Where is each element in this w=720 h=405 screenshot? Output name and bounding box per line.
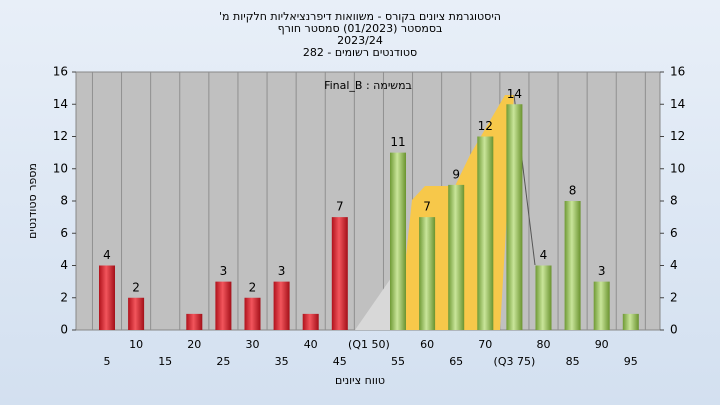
data-label: 2	[132, 280, 140, 294]
bar	[390, 152, 406, 330]
data-label: 2	[249, 280, 257, 294]
y-tick-label: 10	[53, 161, 68, 175]
data-label: 4	[103, 248, 111, 262]
y2-tick-label: 10	[670, 161, 685, 175]
x-tick-label: (Q1 50)	[348, 338, 390, 351]
annotation: Final_B : במשימה	[324, 79, 412, 92]
y2-tick-label: 2	[670, 290, 678, 304]
data-label: 4	[540, 248, 548, 262]
bar	[564, 201, 581, 330]
y-axis-label: מספר סטודנטים	[26, 163, 39, 239]
y2-tick-label: 16	[670, 65, 685, 79]
bar	[128, 297, 145, 330]
y-tick-label: 16	[53, 65, 68, 79]
x-tick-label: 80	[537, 338, 551, 351]
bar	[448, 184, 465, 330]
y-tick-label: 14	[53, 97, 68, 111]
x-tick-label: 60	[420, 338, 434, 351]
distribution-tail	[355, 268, 398, 330]
data-label: 8	[569, 184, 577, 198]
x-tick-label: 15	[158, 355, 172, 368]
bar	[419, 217, 436, 330]
x-tick-label: 10	[129, 338, 143, 351]
x-tick-label: 65	[449, 355, 463, 368]
bar	[273, 281, 290, 330]
plot-area	[75, 71, 661, 331]
data-label: 7	[423, 200, 431, 214]
x-tick-label: 95	[624, 355, 638, 368]
x-tick-label: 35	[275, 355, 289, 368]
y2-tick-label: 14	[670, 97, 685, 111]
chart-title: היסטוגרמת ציונים בקורס - משוואות דיפרנצי…	[219, 10, 501, 23]
x-tick-label: 5	[104, 355, 111, 368]
data-label: 9	[452, 167, 460, 181]
bar	[477, 136, 494, 330]
y-tick-label: 4	[60, 258, 68, 272]
bar	[99, 265, 115, 330]
bar	[331, 217, 348, 330]
x-tick-label: 70	[478, 338, 492, 351]
x-tick-label: 30	[246, 338, 260, 351]
data-label: 14	[507, 87, 522, 101]
y2-tick-label: 0	[670, 323, 678, 337]
x-tick-label: (Q3 75)	[494, 355, 536, 368]
subtitle: סטודנטים רשומים - 282	[303, 46, 417, 59]
bar	[622, 313, 639, 330]
x-tick-label: 25	[216, 355, 230, 368]
data-label: 11	[390, 135, 405, 149]
x-tick-label: 90	[595, 338, 609, 351]
subtitle: בסמסטר (01/2023) סמסטר חורף	[278, 22, 443, 35]
bar	[593, 281, 610, 330]
bar	[244, 297, 261, 330]
bar	[215, 281, 232, 330]
data-label: 3	[220, 264, 228, 278]
y2-tick-label: 4	[670, 258, 678, 272]
bar	[186, 313, 203, 330]
x-axis-label: טווח ציונים	[335, 374, 385, 387]
data-label: 3	[598, 264, 606, 278]
y-tick-label: 8	[60, 194, 68, 208]
y-tick-label: 6	[60, 226, 68, 240]
y2-tick-label: 6	[670, 226, 678, 240]
data-label: 3	[278, 264, 286, 278]
x-tick-label: 45	[333, 355, 347, 368]
x-tick-label: 85	[566, 355, 580, 368]
bar	[302, 313, 319, 330]
y2-tick-label: 8	[670, 194, 678, 208]
y-tick-label: 2	[60, 290, 68, 304]
data-label: 12	[478, 119, 493, 133]
x-tick-label: 40	[304, 338, 318, 351]
data-label: 7	[336, 200, 344, 214]
y2-tick-label: 12	[670, 129, 685, 143]
bar	[506, 104, 523, 330]
x-tick-label: 55	[391, 355, 405, 368]
subtitle: 2023/24	[337, 34, 383, 47]
bar	[535, 265, 552, 330]
x-tick-label: 20	[187, 338, 201, 351]
y-tick-label: 0	[60, 323, 68, 337]
y-tick-label: 12	[53, 129, 68, 143]
